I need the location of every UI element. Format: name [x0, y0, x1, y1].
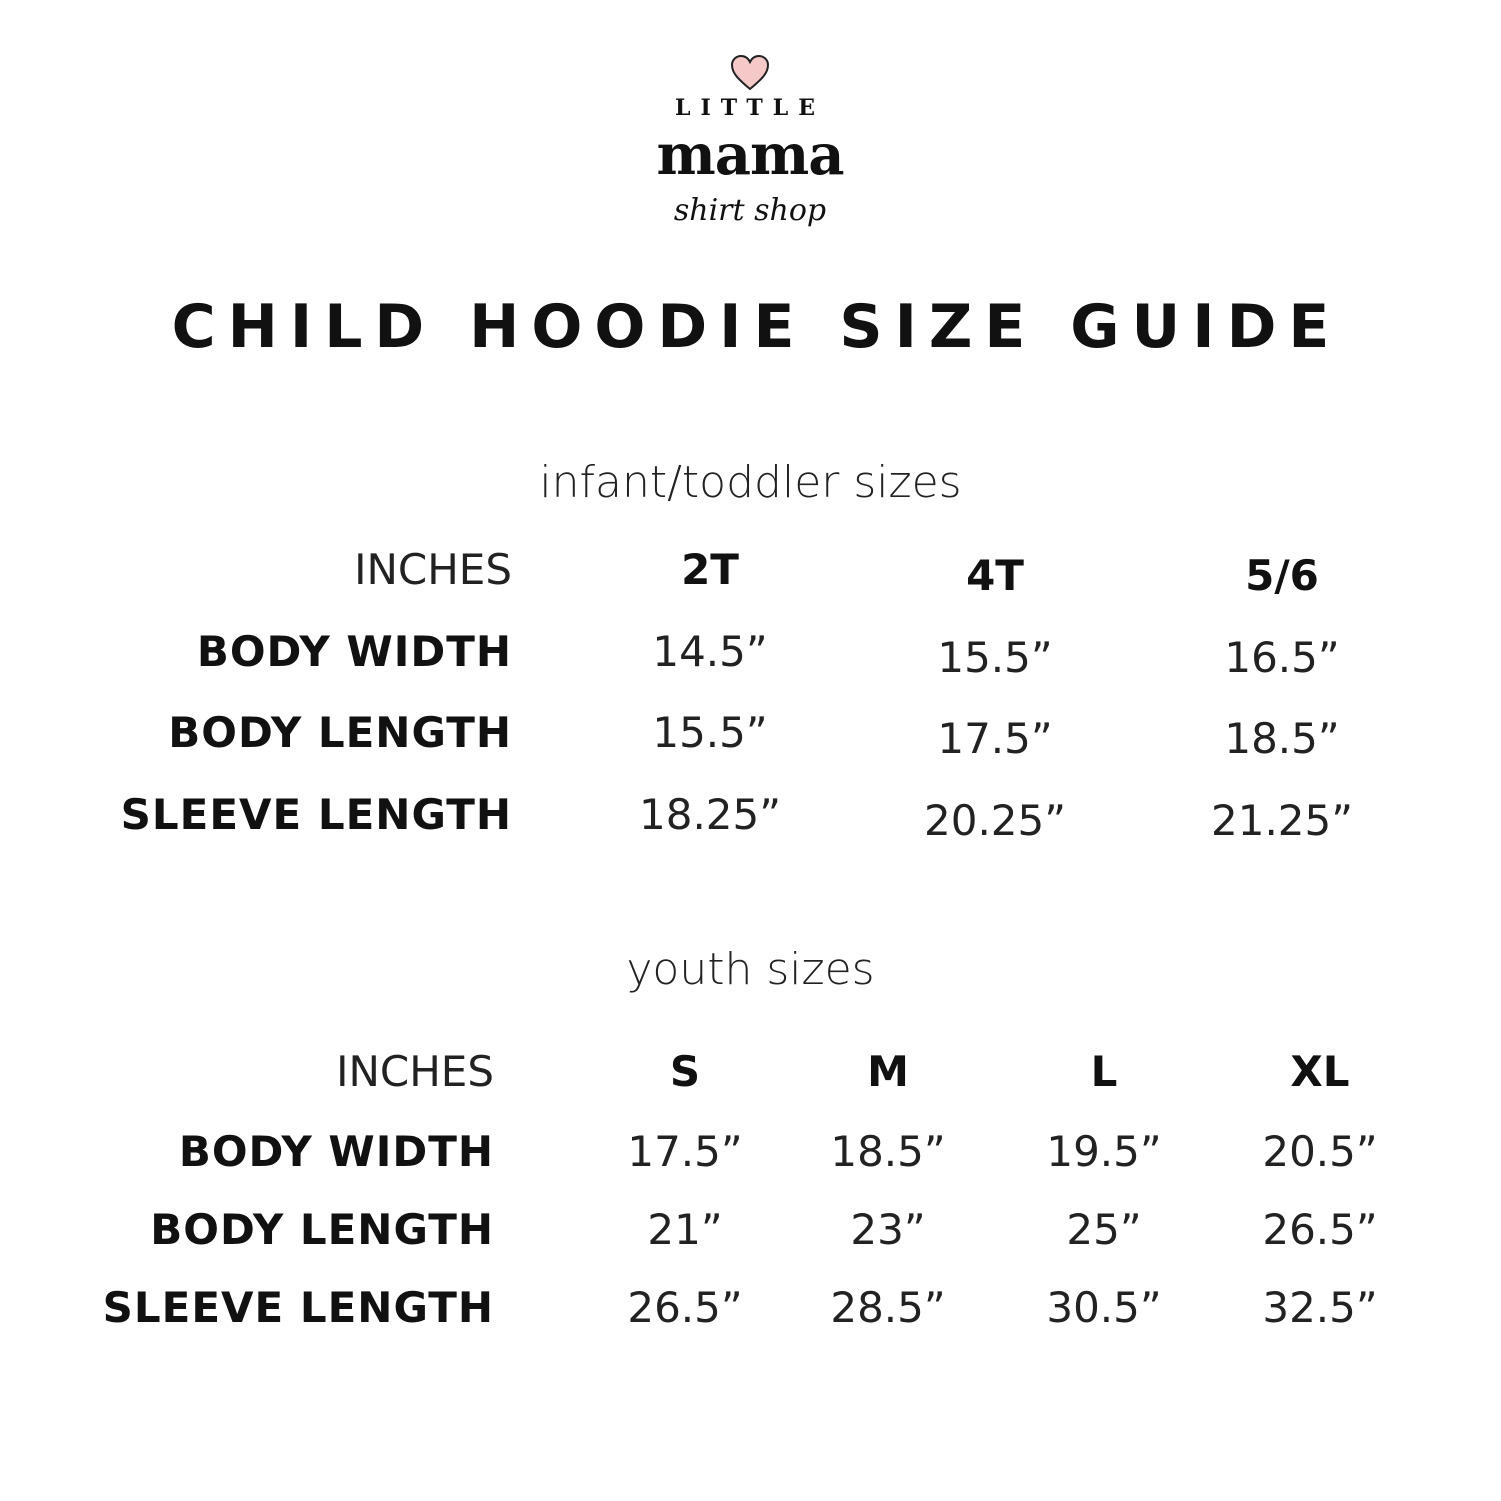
measurement-value: 32.5” [1262, 1283, 1378, 1332]
measurement-value: 30.5” [1046, 1283, 1162, 1332]
row-label: BODY WIDTH [196, 627, 512, 676]
measurement-value: 26.5” [1262, 1205, 1378, 1254]
youth-subtitle: youth sizes [626, 944, 875, 995]
logo-little: LITTLE [675, 95, 825, 121]
measurement-value: 21” [647, 1205, 723, 1254]
unit-label: INCHES [336, 1047, 494, 1096]
size-header: 2T [681, 545, 739, 594]
measurement-value: 14.5” [652, 627, 768, 676]
measurement-value: 28.5” [830, 1283, 946, 1332]
row-label: SLEEVE LENGTH [102, 1283, 494, 1332]
measurement-value: 17.5” [937, 714, 1053, 763]
logo-mama: mama [656, 122, 844, 188]
measurement-value: 17.5” [627, 1127, 743, 1176]
measurement-value: 18.5” [830, 1127, 946, 1176]
measurement-value: 18.5” [1224, 714, 1340, 763]
row-label: SLEEVE LENGTH [120, 790, 512, 839]
size-header: 5/6 [1245, 551, 1319, 600]
measurement-value: 25” [1066, 1205, 1142, 1254]
row-label: BODY WIDTH [178, 1127, 494, 1176]
measurement-value: 20.5” [1262, 1127, 1378, 1176]
measurement-value: 16.5” [1224, 633, 1340, 682]
page-title: CHILD HOODIE SIZE GUIDE [171, 292, 1342, 362]
measurement-value: 19.5” [1046, 1127, 1162, 1176]
measurement-value: 26.5” [627, 1283, 743, 1332]
size-header: 4T [966, 551, 1024, 600]
row-label: BODY LENGTH [150, 1205, 494, 1254]
size-header: M [867, 1047, 909, 1096]
size-header: L [1090, 1047, 1118, 1096]
measurement-value: 15.5” [937, 633, 1053, 682]
row-label: BODY LENGTH [168, 708, 512, 757]
unit-label: INCHES [354, 545, 512, 594]
measurement-value: 20.25” [924, 796, 1066, 845]
measurement-value: 23” [850, 1205, 926, 1254]
measurement-value: 21.25” [1211, 796, 1353, 845]
measurement-value: 18.25” [639, 790, 781, 839]
brand-logo: LITTLE mama shirt shop [600, 55, 900, 250]
size-header: S [669, 1047, 701, 1096]
measurement-value: 15.5” [652, 708, 768, 757]
heart-icon [730, 55, 770, 91]
logo-shirt-shop: shirt shop [673, 193, 827, 228]
size-header: XL [1290, 1047, 1350, 1096]
infant-toddler-subtitle: infant/toddler sizes [539, 457, 962, 508]
